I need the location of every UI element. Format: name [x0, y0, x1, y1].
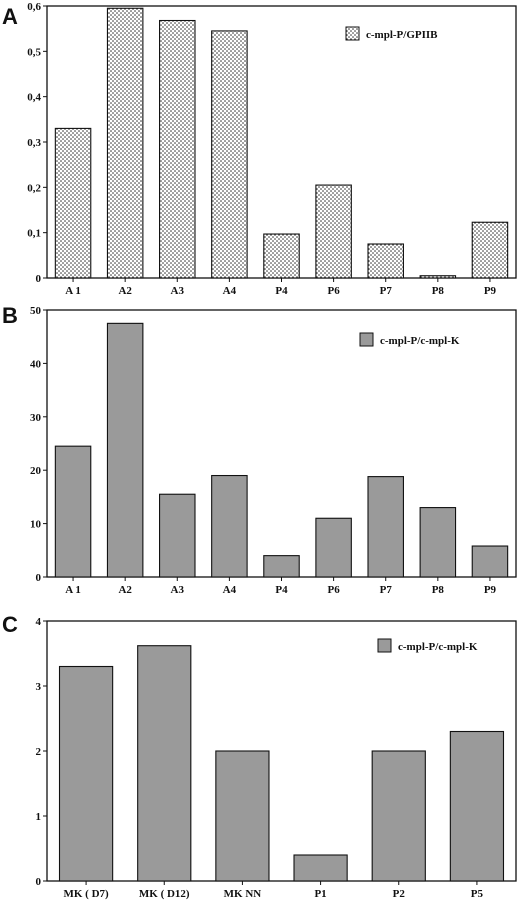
- bars: A 1 A2 A3 A4 P4 P6 P7 P8 P9: [54, 322, 509, 596]
- x-tick-label: P6: [327, 285, 340, 297]
- legend: c-mpl-P/GPIIB: [345, 26, 438, 41]
- y-tick-label: 0,5: [27, 46, 41, 58]
- chart-b: 0 10 20 30 40 50 A 1 A2 A3 A4 P4 P6 P7 P8 P9 c-mpl-P/c-…: [30, 305, 517, 596]
- x-tick-label: P4: [275, 584, 288, 596]
- x-tick-label: A 1: [65, 285, 81, 297]
- x-tick-label: P9: [484, 285, 497, 297]
- y-tick-label: 4: [36, 616, 42, 628]
- bar: [419, 275, 457, 279]
- bar: [54, 445, 92, 578]
- bar: [137, 645, 192, 882]
- x-tick-label: P9: [484, 584, 497, 596]
- panel-c: C 0 1 2 3 4 MK ( D7) MK ( D12) MK NN P1 P2 P5 c-mpl…: [2, 612, 517, 900]
- x-tick-label: A3: [171, 285, 185, 297]
- x-tick-label: A3: [171, 584, 185, 596]
- x-tick-label: P6: [327, 584, 340, 596]
- x-tick-label: P5: [471, 888, 484, 900]
- bar: [419, 507, 457, 578]
- bar: [471, 221, 509, 279]
- y-tick-label: 0,1: [27, 228, 41, 240]
- bar: [371, 750, 426, 882]
- y-tick-label: 3: [36, 681, 42, 693]
- bar: [293, 854, 348, 882]
- bar: [54, 127, 92, 279]
- x-tick-label: P4: [275, 285, 288, 297]
- x-tick-label: MK ( D12): [139, 888, 190, 900]
- y-axis: 0 0,1 0,2 0,3 0,4 0,5 0,6: [27, 1, 47, 285]
- chart-a: 0 0,1 0,2 0,3 0,4 0,5 0,6 A 1 A2 A3 A4 P4 P6 P7 P8 P9 c-…: [27, 1, 517, 297]
- legend: c-mpl-P/c-mpl-K: [377, 638, 478, 653]
- legend-label: c-mpl-P/c-mpl-K: [398, 641, 478, 653]
- x-tick-label: P8: [432, 584, 445, 596]
- panel-letter-c: C: [2, 612, 18, 637]
- y-tick-label: 2: [36, 746, 42, 758]
- y-tick-label: 0,3: [27, 137, 41, 149]
- y-tick-label: 30: [30, 412, 42, 424]
- legend-label: c-mpl-P/GPIIB: [366, 29, 438, 41]
- panel-letter-b: B: [2, 303, 18, 328]
- x-tick-label: A 1: [65, 584, 81, 596]
- bar: [159, 19, 196, 279]
- y-tick-label: 0,4: [27, 92, 41, 104]
- x-tick-label: A4: [223, 285, 237, 297]
- x-tick-label: MK ( D7): [63, 888, 109, 900]
- legend-swatch: [359, 332, 374, 347]
- y-axis: 0 1 2 3 4: [36, 616, 47, 888]
- x-tick-label: A2: [118, 285, 132, 297]
- x-tick-label: P8: [432, 285, 445, 297]
- panel-a: A 0 0,1 0,2 0,3 0,4 0,5 0,6 A 1 A2 A3 A4 P4 P6 P7 P8 P9…: [2, 1, 517, 297]
- bar: [263, 555, 300, 578]
- plot-frame: [46, 620, 517, 882]
- panel-letter-a: A: [2, 4, 18, 29]
- bar: [159, 493, 196, 578]
- x-tick-label: A4: [223, 584, 237, 596]
- bar: [471, 545, 509, 578]
- panel-b: B 0 10 20 30 40 50 A 1 A2 A3 A4 P4 P6 P7 P8 P9 c-mpl-P/…: [2, 303, 517, 596]
- bar: [58, 665, 114, 882]
- legend-swatch: [345, 26, 360, 41]
- y-tick-label: 0: [36, 273, 42, 285]
- bar: [215, 750, 270, 882]
- y-tick-label: 0: [36, 876, 42, 888]
- x-tick-label: P1: [314, 888, 326, 900]
- bar: [211, 30, 248, 279]
- y-tick-label: 0,2: [27, 182, 41, 194]
- bar: [449, 730, 505, 882]
- bar: [263, 233, 300, 279]
- bar: [211, 474, 248, 578]
- legend-label: c-mpl-P/c-mpl-K: [380, 335, 460, 347]
- legend-swatch: [377, 638, 392, 653]
- y-tick-label: 1: [36, 811, 42, 823]
- chart-c: 0 1 2 3 4 MK ( D7) MK ( D12) MK NN P1 P2 P5 c-mpl-P…: [36, 616, 517, 900]
- y-axis: 0 10 20 30 40 50: [30, 305, 47, 584]
- y-tick-label: 40: [30, 358, 42, 370]
- bar: [315, 184, 352, 279]
- bar: [367, 476, 404, 578]
- y-tick-label: 10: [30, 519, 42, 531]
- x-tick-label: P2: [393, 888, 406, 900]
- bar: [315, 517, 352, 578]
- y-tick-label: 20: [30, 465, 42, 477]
- x-tick-label: P7: [380, 584, 393, 596]
- x-tick-label: MK NN: [224, 888, 262, 900]
- y-tick-label: 0: [36, 572, 42, 584]
- bars: MK ( D7) MK ( D12) MK NN P1 P2 P5: [58, 645, 505, 900]
- x-tick-label: A2: [118, 584, 132, 596]
- bar: [106, 322, 144, 578]
- bar: [106, 7, 144, 279]
- y-tick-label: 50: [30, 305, 42, 317]
- bar: [367, 243, 404, 279]
- x-tick-label: P7: [380, 285, 393, 297]
- bars: A 1 A2 A3 A4 P4 P6 P7 P8 P9: [54, 7, 509, 297]
- legend: c-mpl-P/c-mpl-K: [359, 332, 460, 347]
- y-tick-label: 0,6: [27, 1, 41, 13]
